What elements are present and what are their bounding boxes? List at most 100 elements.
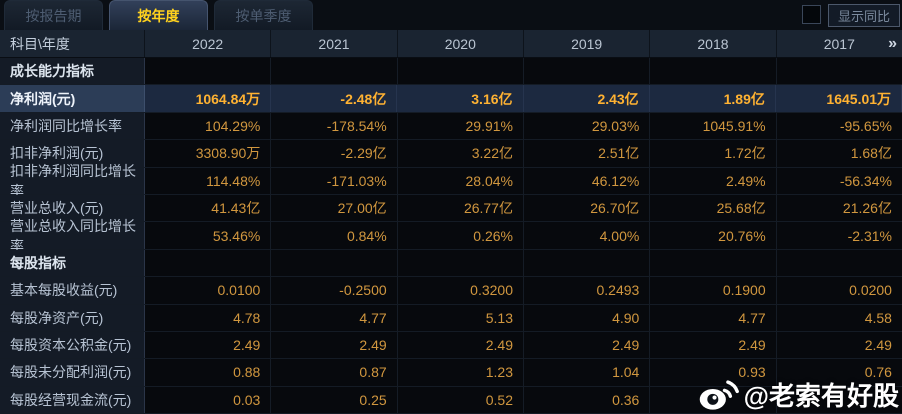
year-header-2020[interactable]: 2020	[398, 30, 524, 57]
cell-value	[776, 249, 902, 277]
cell-value: 0.0200	[776, 277, 902, 304]
cell-value	[650, 386, 777, 414]
cell-value: 1045.91%	[650, 112, 777, 140]
cell-value: 4.90	[523, 304, 651, 331]
cell-value: 46.12%	[523, 167, 651, 194]
cell-value: 1.89亿	[649, 85, 776, 112]
table-row[interactable]: 每股净资产(元) 4.78 4.77 5.13 4.90 4.77 4.58	[0, 304, 902, 332]
cell-value: 0.88	[145, 359, 272, 386]
cell-value: 53.46%	[145, 222, 272, 249]
corner-header-cell: 科目\年度	[0, 30, 145, 57]
cell-value: -171.03%	[271, 167, 398, 194]
cell-value: 2.49	[650, 331, 777, 359]
cell-value: 4.00%	[523, 222, 651, 249]
cell-value: 4.77	[271, 304, 398, 331]
cell-value: 29.03%	[523, 112, 651, 140]
cell-value: 1.72亿	[650, 140, 777, 167]
cell-value: 3.22亿	[397, 140, 524, 167]
table-row[interactable]: 每股经营现金流(元) 0.03 0.25 0.52 0.36	[0, 386, 902, 414]
row-label: 每股指标	[0, 249, 145, 277]
cell-value: 0.25	[271, 386, 398, 414]
cell-value	[776, 58, 902, 85]
cell-value	[145, 58, 272, 85]
year-label: 2021	[318, 35, 350, 52]
cell-value: 0.3200	[397, 277, 524, 304]
cell-value: 28.04%	[397, 167, 524, 194]
cell-value: 0.76	[776, 359, 902, 386]
cell-value: -2.31%	[776, 222, 902, 249]
tab-by-year[interactable]: 按年度	[109, 0, 208, 30]
row-label: 成长能力指标	[0, 58, 145, 85]
cell-value: 2.49%	[650, 167, 777, 194]
cell-value: 2.49	[523, 331, 651, 359]
cell-value: 0.1900	[650, 277, 777, 304]
cell-value	[397, 249, 524, 277]
cell-value: 20.76%	[650, 222, 777, 249]
row-label: 每股净资产(元)	[0, 304, 145, 331]
period-tab-bar: 按报告期 按年度 按单季度 显示同比	[0, 0, 902, 30]
cell-value: -56.34%	[776, 167, 902, 194]
cell-value: 4.77	[650, 304, 777, 331]
cell-value: 1.04	[523, 359, 651, 386]
cell-value: 41.43亿	[145, 194, 272, 222]
year-headers-container: 2022 2021 2020 2019 2018 2017 »	[145, 30, 902, 57]
cell-value: 104.29%	[145, 112, 272, 140]
cell-value: 3308.90万	[145, 140, 272, 167]
year-label: 2019	[571, 35, 603, 52]
cell-value: 0.93	[650, 359, 777, 386]
tab-by-report-period[interactable]: 按报告期	[4, 0, 103, 30]
show-yoy-button[interactable]: 显示同比	[827, 4, 900, 27]
year-header-2019[interactable]: 2019	[524, 30, 651, 57]
cell-value: 114.48%	[145, 167, 272, 194]
cell-value: 2.49	[397, 331, 524, 359]
cell-value: 2.49	[776, 331, 902, 359]
cell-value: 3.16亿	[397, 85, 524, 112]
row-label: 每股未分配利润(元)	[0, 359, 145, 386]
cell-value: 27.00亿	[271, 194, 398, 222]
row-label: 每股资本公积金(元)	[0, 331, 145, 359]
year-label: 2017	[823, 35, 855, 52]
year-header-2018[interactable]: 2018	[650, 30, 777, 57]
cell-value: 26.70亿	[523, 194, 651, 222]
table-row[interactable]: 营业总收入(元) 41.43亿 27.00亿 26.77亿 26.70亿 25.68亿 21…	[0, 194, 902, 223]
section-row: 成长能力指标	[0, 58, 902, 86]
financial-table: 科目\年度 2022 2021 2020 2019 2018 2017 » 成长能力指标 净利…	[0, 30, 902, 414]
cell-value: 0.26%	[397, 222, 524, 249]
more-years-icon[interactable]: »	[888, 34, 897, 52]
table-row[interactable]: 净利润(元) 1064.84万 -2.48亿 3.16亿 2.43亿 1.89亿 1645.…	[0, 85, 902, 113]
cell-value: 0.84%	[271, 222, 398, 249]
year-header-2021[interactable]: 2021	[271, 30, 398, 57]
show-yoy-checkbox[interactable]	[801, 5, 821, 24]
cell-value: 1064.84万	[145, 85, 272, 112]
year-label: 2022	[192, 35, 224, 52]
cell-value	[397, 58, 524, 85]
cell-value: 21.26亿	[776, 194, 902, 222]
year-header-2017[interactable]: 2017 »	[777, 30, 902, 57]
table-row[interactable]: 基本每股收益(元) 0.0100 -0.2500 0.3200 0.2493 0.1900…	[0, 277, 902, 305]
cell-value: 1645.01万	[775, 85, 902, 112]
section-row: 每股指标	[0, 249, 902, 278]
cell-value: -2.29亿	[271, 140, 398, 167]
year-header-2022[interactable]: 2022	[145, 30, 272, 57]
cell-value: 0.52	[397, 386, 524, 414]
table-row[interactable]: 每股未分配利润(元) 0.88 0.87 1.23 1.04 0.93 0.76	[0, 359, 902, 387]
row-label: 基本每股收益(元)	[0, 277, 145, 304]
cell-value: 2.51亿	[523, 140, 651, 167]
table-row[interactable]: 营业总收入同比增长率 53.46% 0.84% 0.26% 4.00% 20.76% -2.…	[0, 218, 902, 254]
tab-by-quarter[interactable]: 按单季度	[214, 0, 313, 30]
cell-value: -0.2500	[271, 277, 398, 304]
table-body: 成长能力指标 净利润(元) 1064.84万 -2.48亿 3.16亿 2.43亿 1.89…	[0, 58, 902, 414]
year-label: 2018	[697, 35, 729, 52]
table-row[interactable]: 净利润同比增长率 104.29% -178.54% 29.91% 29.03% 1045.…	[0, 112, 902, 141]
cell-value: 0.36	[523, 386, 651, 414]
row-label: 营业总收入(元)	[0, 194, 145, 222]
table-row[interactable]: 每股资本公积金(元) 2.49 2.49 2.49 2.49 2.49 2.49	[0, 331, 902, 360]
cell-value: 5.13	[397, 304, 524, 331]
cell-value	[776, 386, 902, 414]
table-row[interactable]: 扣非净利润同比增长率 114.48% -171.03% 28.04% 46.12% 2.4…	[0, 163, 902, 199]
table-row[interactable]: 扣非净利润(元) 3308.90万 -2.29亿 3.22亿 2.51亿 1.72亿 1.6…	[0, 140, 902, 168]
cell-value: 1.68亿	[776, 140, 902, 167]
cell-value: 4.58	[776, 304, 902, 331]
row-label: 净利润同比增长率	[0, 112, 145, 140]
cell-value	[650, 58, 777, 85]
